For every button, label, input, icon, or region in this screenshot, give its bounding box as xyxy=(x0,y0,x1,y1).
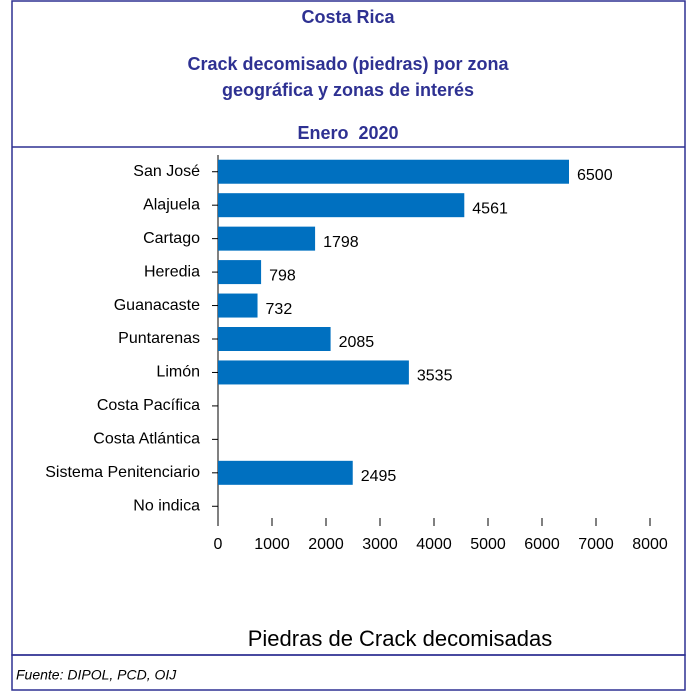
x-tick-label: 2000 xyxy=(308,536,344,553)
y-tick-label: Heredia xyxy=(144,263,200,280)
x-tick-label: 1000 xyxy=(254,536,290,553)
bar xyxy=(218,460,353,485)
value-label: 4561 xyxy=(472,200,508,217)
y-tick-label: Cartago xyxy=(143,230,200,247)
y-tick-label: Alajuela xyxy=(143,196,200,213)
bar xyxy=(218,260,262,285)
y-tick-label: Guanacaste xyxy=(114,297,200,314)
bar xyxy=(218,327,331,351)
bar xyxy=(218,226,316,251)
value-label: 732 xyxy=(266,301,293,318)
x-tick-label: 5000 xyxy=(470,536,506,553)
y-tick-label: Sistema Penitenciario xyxy=(45,464,200,481)
value-label: 2085 xyxy=(339,334,375,351)
bar xyxy=(218,159,569,184)
x-tick-label: 0 xyxy=(214,536,223,553)
chart-subtitle: geográfica y zonas de interés xyxy=(222,80,474,100)
chart-title: Costa Rica xyxy=(301,7,395,27)
x-axis-label: Piedras de Crack decomisadas xyxy=(248,626,552,651)
bar xyxy=(218,193,465,218)
footer-frame xyxy=(11,654,686,691)
x-tick-label: 3000 xyxy=(362,536,398,553)
bar xyxy=(218,360,409,385)
y-tick-label: Costa Atlántica xyxy=(93,431,200,448)
y-tick-label: Puntarenas xyxy=(118,330,200,347)
value-label: 3535 xyxy=(417,368,453,385)
x-tick-label: 6000 xyxy=(524,536,560,553)
x-tick-label: 7000 xyxy=(578,536,614,553)
source-note: Fuente: DIPOL, PCD, OIJ xyxy=(16,667,177,683)
y-tick-label: Limón xyxy=(156,364,200,381)
y-tick-label: Costa Pacífica xyxy=(97,397,200,414)
value-label: 1798 xyxy=(323,234,359,251)
value-label: 6500 xyxy=(577,167,613,184)
y-tick-label: No indica xyxy=(133,497,200,514)
x-tick-label: 8000 xyxy=(632,536,668,553)
y-tick-label: San José xyxy=(133,163,200,180)
bar xyxy=(218,293,258,318)
chart-period: Enero 2020 xyxy=(297,123,398,143)
x-tick-label: 4000 xyxy=(416,536,452,553)
chart-subtitle: Crack decomisado (piedras) por zona xyxy=(187,54,509,74)
value-label: 798 xyxy=(269,267,296,284)
value-label: 2495 xyxy=(361,468,397,485)
